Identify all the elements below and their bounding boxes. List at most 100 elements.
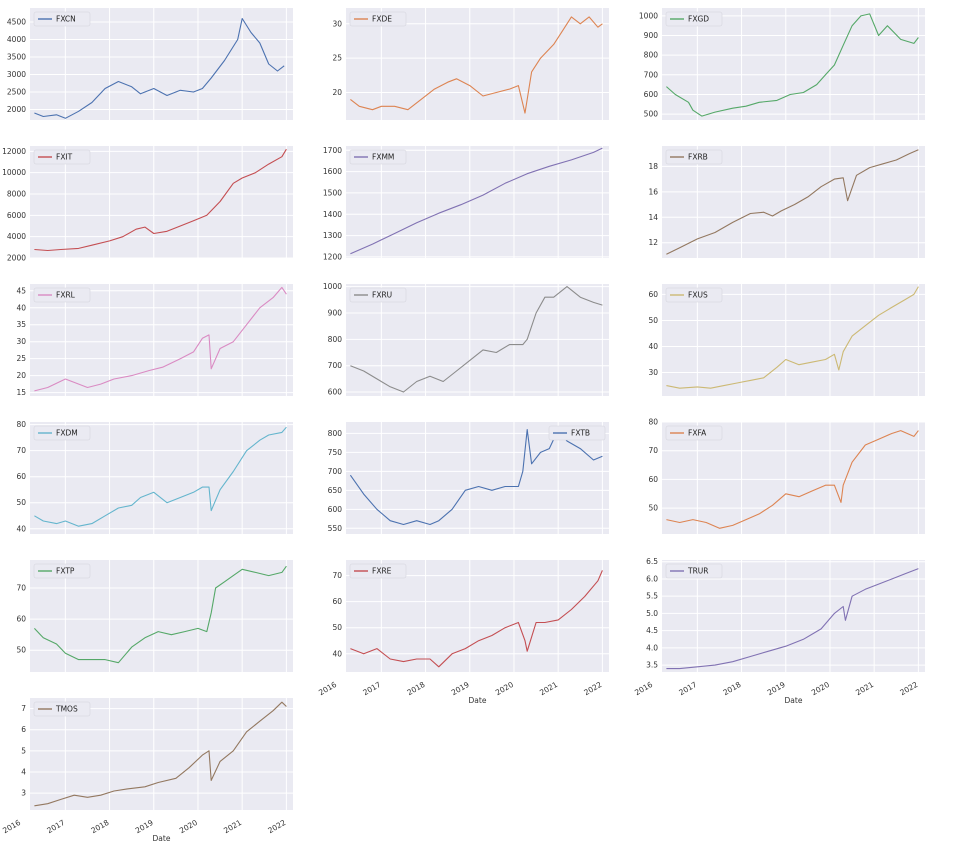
- plot-area: [662, 422, 925, 534]
- x-axis-label: Date: [153, 834, 171, 843]
- y-tick-label: 700: [644, 70, 659, 79]
- y-tick-label: 5: [21, 746, 26, 755]
- legend: FXGD: [665, 11, 723, 27]
- y-tick-label: 800: [644, 51, 659, 60]
- legend-label: FXFA: [688, 429, 707, 438]
- y-tick-label: 80: [648, 418, 658, 427]
- x-tick-label: 2018: [90, 818, 111, 835]
- x-tick-label: 2019: [134, 818, 155, 835]
- legend: FXTB: [548, 425, 606, 441]
- y-tick-label: 5.0: [646, 609, 658, 618]
- y-tick-label: 3000: [7, 70, 26, 79]
- y-tick-label: 70: [648, 446, 658, 455]
- x-tick-label: 2020: [810, 680, 831, 697]
- y-tick-label: 3.5: [646, 661, 658, 670]
- x-axis-label: Date: [785, 696, 803, 705]
- legend-label: FXRB: [688, 153, 708, 162]
- legend: FXTP: [33, 563, 91, 579]
- legend: FXMM: [349, 149, 407, 165]
- subplot-fxfa: 50 60 70 80 FXFA: [648, 418, 925, 534]
- legend-box: [349, 563, 407, 579]
- plot-area: [346, 422, 609, 534]
- x-tick-label: 2021: [854, 680, 875, 697]
- legend: FXFA: [665, 425, 723, 441]
- y-tick-label: 4.0: [646, 643, 658, 652]
- x-tick-label: 2022: [582, 680, 603, 697]
- y-tick-label: 7: [21, 704, 26, 713]
- y-tick-label: 1000: [639, 11, 658, 20]
- y-tick-label: 12: [648, 238, 658, 247]
- legend-label: FXRE: [372, 567, 392, 576]
- legend: TRUR: [665, 563, 723, 579]
- y-tick-label: 1700: [323, 146, 342, 155]
- x-tick-label: 2017: [45, 818, 66, 835]
- y-tick-label: 70: [16, 584, 26, 593]
- y-tick-label: 3: [21, 789, 26, 798]
- subplot-fxtp: 50 60 70 FXTP: [16, 560, 293, 672]
- y-tick-label: 600: [328, 505, 343, 514]
- y-tick-label: 20: [16, 371, 26, 380]
- legend-label: FXRU: [372, 291, 392, 300]
- series-line-fxru: [350, 286, 603, 393]
- y-tick-label: 4.5: [646, 626, 658, 635]
- y-tick-label: 800: [328, 429, 343, 438]
- legend-box: [33, 287, 91, 303]
- y-tick-label: 10000: [2, 168, 26, 177]
- x-tick-label: 2016: [1, 818, 22, 835]
- series-line-fxrl: [34, 286, 287, 392]
- legend-label: FXCN: [56, 15, 76, 24]
- subplot-fxgd: 500 600 700 800 900 1000 FXGD: [639, 8, 925, 120]
- legend-box: [349, 287, 407, 303]
- y-tick-label: 1000: [323, 282, 342, 291]
- y-tick-label: 800: [328, 335, 343, 344]
- y-tick-label: 8000: [7, 190, 26, 199]
- y-tick-label: 50: [16, 646, 26, 655]
- plot-area: [30, 560, 293, 672]
- legend-label: FXGD: [688, 15, 709, 24]
- y-tick-label: 4500: [7, 18, 26, 27]
- legend-box: [665, 149, 723, 165]
- y-tick-label: 1300: [323, 231, 342, 240]
- series-line-fxmm: [350, 147, 603, 255]
- plot-area: [30, 8, 293, 120]
- y-tick-label: 50: [648, 504, 658, 513]
- x-tick-label: 2017: [677, 680, 698, 697]
- legend-box: [665, 425, 723, 441]
- legend: FXRL: [33, 287, 91, 303]
- legend-box: [548, 425, 606, 441]
- x-tick-label: 2022: [266, 818, 287, 835]
- x-tick-label: 2016: [317, 680, 338, 697]
- plot-area: [662, 8, 925, 120]
- y-tick-label: 45: [16, 286, 26, 295]
- series-line-fxcn: [34, 17, 285, 119]
- y-tick-label: 70: [16, 446, 26, 455]
- x-tick-label: 2018: [722, 680, 743, 697]
- legend-box: [33, 425, 91, 441]
- legend: FXRU: [349, 287, 407, 303]
- legend-box: [665, 563, 723, 579]
- y-tick-label: 2500: [7, 88, 26, 97]
- x-axis-label: Date: [469, 696, 487, 705]
- plot-area: [30, 422, 293, 534]
- series-line-fxfa: [666, 430, 919, 529]
- y-tick-label: 4: [21, 767, 26, 776]
- y-tick-label: 30: [648, 368, 658, 377]
- series-line-fxrb: [666, 149, 919, 255]
- y-tick-label: 70: [332, 571, 342, 580]
- legend: FXDM: [33, 425, 91, 441]
- y-tick-label: 900: [644, 31, 659, 40]
- subplot-fxtb: 550 600 650 700 750 800 FXTB: [328, 422, 609, 534]
- x-tick-label: 2017: [361, 680, 382, 697]
- y-tick-label: 20: [332, 88, 342, 97]
- subplot-fxmm: 1200 1300 1400 1500 1600 1700 FXMM: [323, 146, 609, 261]
- series-line-fxit: [34, 148, 287, 252]
- legend: FXDE: [349, 11, 407, 27]
- y-tick-label: 1400: [323, 210, 342, 219]
- y-tick-label: 1500: [323, 188, 342, 197]
- y-tick-label: 600: [644, 90, 659, 99]
- legend-label: TMOS: [55, 705, 78, 714]
- plot-area: [346, 146, 609, 258]
- legend-label: FXDM: [56, 429, 78, 438]
- y-tick-label: 40: [16, 303, 26, 312]
